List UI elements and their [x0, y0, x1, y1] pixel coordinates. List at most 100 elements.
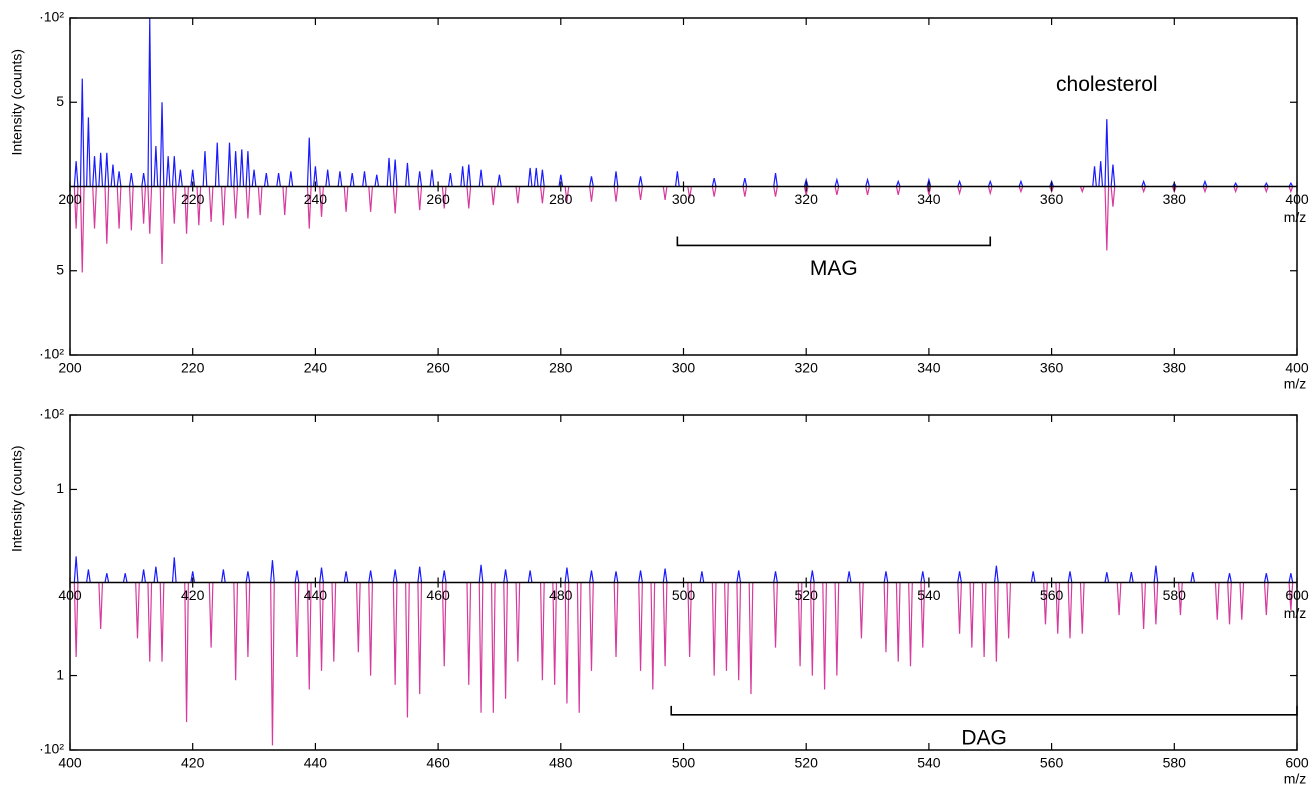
peak	[86, 117, 91, 187]
peak	[178, 169, 183, 187]
peak	[957, 186, 962, 196]
peak	[650, 582, 656, 690]
peak	[306, 137, 312, 187]
peak	[589, 582, 594, 671]
peak	[325, 169, 331, 187]
peak	[662, 186, 668, 201]
peak	[135, 582, 140, 639]
peak	[392, 582, 398, 685]
peak	[233, 582, 239, 681]
peak	[270, 560, 275, 583]
x-tick-label: 320	[795, 191, 819, 207]
peak	[122, 573, 128, 583]
x-tick-label: 300	[672, 191, 696, 207]
peak	[497, 174, 502, 187]
peak	[1110, 186, 1116, 207]
peak	[1043, 582, 1048, 625]
peak	[196, 186, 202, 226]
peak	[895, 179, 901, 187]
peak	[558, 174, 564, 187]
peak	[920, 571, 926, 583]
peak	[1190, 572, 1196, 583]
peak	[165, 156, 171, 187]
x-axis-label: m/z	[1284, 771, 1307, 787]
peak	[1104, 186, 1110, 251]
y-tick-label: ·10²	[39, 406, 64, 422]
x-tick-label: 380	[1163, 360, 1187, 376]
peak	[859, 582, 864, 639]
peak	[969, 582, 975, 648]
y-tick-label: 5	[56, 93, 64, 109]
peak	[883, 571, 889, 583]
peak	[699, 571, 705, 583]
peak	[687, 582, 693, 657]
peak	[319, 567, 324, 583]
peak	[1104, 119, 1110, 187]
peak	[245, 582, 251, 657]
peak	[1239, 582, 1245, 620]
y-tick-label: 5	[56, 261, 64, 277]
peak	[1288, 582, 1294, 611]
x-tick-label: 580	[1163, 755, 1187, 771]
peak	[809, 582, 815, 676]
peak	[153, 146, 159, 187]
peak	[638, 570, 643, 583]
bracket	[670, 705, 1298, 716]
x-tick-label: 280	[549, 191, 573, 207]
x-tick-label: 580	[1163, 587, 1187, 603]
x-tick-label: 480	[549, 587, 573, 603]
peak	[834, 177, 840, 187]
x-tick-label: 360	[1040, 360, 1064, 376]
peak	[539, 582, 545, 681]
peak	[417, 582, 423, 695]
peak	[386, 157, 392, 187]
peak	[564, 582, 570, 704]
peak	[190, 571, 196, 583]
peak	[171, 156, 177, 187]
y-tick-label: ·10²	[39, 741, 64, 757]
peak	[1214, 582, 1220, 620]
peak	[392, 569, 398, 583]
peak	[343, 186, 349, 212]
peak	[803, 186, 809, 196]
x-tick-label: 200	[58, 360, 82, 376]
peak	[153, 566, 159, 583]
peak	[245, 151, 251, 187]
x-tick-label: 460	[426, 755, 450, 771]
x-tick-label: 540	[917, 755, 941, 771]
x-tick-label: 440	[304, 587, 328, 603]
peak	[552, 582, 558, 685]
peak	[171, 186, 177, 224]
peak	[490, 582, 496, 713]
peak	[392, 159, 398, 187]
peak	[73, 582, 79, 657]
peak	[687, 186, 693, 199]
peak	[987, 186, 993, 196]
peak	[368, 186, 374, 212]
peak	[1141, 186, 1146, 194]
peak	[306, 582, 312, 690]
x-tick-label: 400	[1285, 191, 1309, 207]
peak	[834, 186, 840, 196]
peak	[993, 582, 999, 662]
peak	[865, 177, 870, 187]
peak	[208, 582, 214, 648]
peak	[171, 557, 177, 583]
x-tick-label: 560	[1040, 587, 1064, 603]
peak	[1018, 186, 1024, 194]
peak	[405, 582, 410, 718]
peak	[116, 186, 122, 229]
x-tick-label: 220	[181, 360, 205, 376]
peak	[1055, 582, 1061, 634]
peak	[147, 582, 153, 662]
peak	[417, 171, 423, 187]
peak	[159, 102, 165, 187]
peak	[441, 570, 447, 583]
peak	[895, 186, 901, 196]
x-tick-label: 400	[1285, 360, 1309, 376]
y-tick-label: 1	[56, 480, 64, 496]
peak	[809, 570, 815, 583]
x-tick-label: 200	[58, 191, 82, 207]
peak	[895, 582, 901, 662]
